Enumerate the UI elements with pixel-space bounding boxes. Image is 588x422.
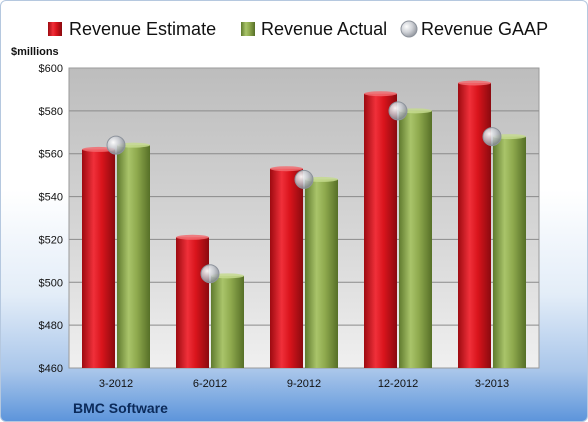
gaap-marker	[294, 169, 314, 189]
legend-gaap-label: Revenue GAAP	[421, 19, 548, 39]
y-axis: $460 $480 $500 $520 $540 $560 $580 $600	[39, 63, 63, 375]
bar-revenue-estimate	[82, 149, 115, 368]
y-tick-label: $480	[39, 320, 63, 332]
bar-revenue-actual	[305, 179, 338, 368]
bar-revenue-estimate-top	[458, 80, 491, 86]
bar-revenue-estimate	[458, 83, 491, 368]
gaap-markers	[106, 101, 502, 284]
x-tick-label: 9-2012	[287, 378, 321, 390]
legend-actual-swatch	[241, 22, 255, 36]
y-tick-label: $520	[39, 234, 63, 246]
y-tick-label: $600	[39, 63, 63, 75]
legend-estimate-swatch	[48, 22, 62, 36]
bar-revenue-estimate-top	[82, 146, 115, 152]
company-name: BMC Software	[73, 400, 168, 416]
bar-revenue-estimate-top	[364, 91, 397, 97]
legend: Revenue Estimate Revenue Actual Revenue …	[48, 19, 548, 39]
x-tick-label: 12-2012	[378, 378, 418, 390]
bar-revenue-estimate-top	[270, 166, 303, 172]
bar-revenue-actual	[493, 136, 526, 368]
bar-revenue-actual	[211, 275, 244, 368]
bar-revenue-estimate-top	[176, 234, 209, 240]
y-tick-label: $580	[39, 106, 63, 118]
gaap-marker	[106, 135, 126, 155]
legend-gaap-marker	[400, 20, 418, 38]
legend-actual-label: Revenue Actual	[261, 19, 387, 39]
bar-revenue-actual	[399, 110, 432, 368]
bar-revenue-estimate	[176, 237, 209, 368]
y-tick-label: $540	[39, 192, 63, 204]
bars	[82, 80, 526, 368]
bar-revenue-estimate	[270, 168, 303, 368]
gaap-marker	[200, 264, 220, 284]
gaap-marker	[482, 127, 502, 147]
x-tick-label: 6-2012	[193, 378, 227, 390]
y-axis-unit-label: $millions	[11, 46, 59, 58]
x-tick-label: 3-2013	[475, 378, 509, 390]
gaap-marker	[388, 101, 408, 121]
x-tick-label: 3-2012	[99, 378, 133, 390]
y-tick-label: $560	[39, 149, 63, 161]
bar-revenue-estimate	[364, 93, 397, 368]
y-tick-label: $460	[39, 363, 63, 375]
x-axis: 3-2012 6-2012 9-2012 12-2012 3-2013	[99, 378, 509, 390]
y-tick-label: $500	[39, 277, 63, 289]
legend-estimate-label: Revenue Estimate	[69, 19, 216, 39]
bar-revenue-actual	[117, 145, 150, 368]
